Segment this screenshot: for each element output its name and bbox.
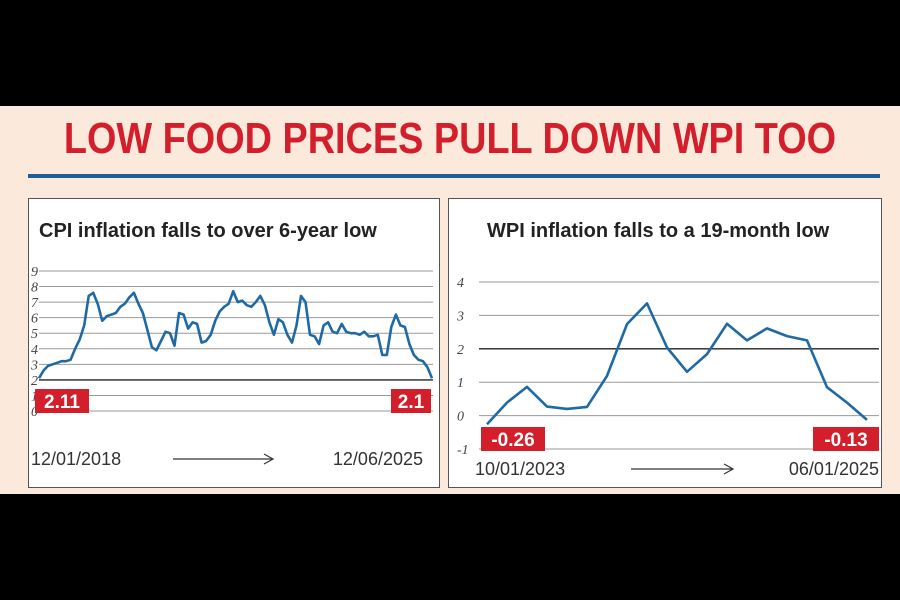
y-tick-label: 6 [31, 312, 38, 327]
arrow-head-icon [723, 463, 735, 475]
y-tick-label: 2 [31, 374, 38, 389]
arrow-head-icon [263, 453, 275, 465]
y-tick-label: 9 [31, 265, 38, 280]
x-end-date: 06/01/2025 [789, 459, 879, 479]
series-line [486, 302, 868, 426]
infographic-panel: LOW FOOD PRICES PULL DOWN WPI TOO CPI in… [0, 106, 900, 494]
headline: LOW FOOD PRICES PULL DOWN WPI TOO [63, 114, 837, 163]
start-value-label-box [35, 389, 89, 413]
headline-rule [28, 174, 880, 178]
y-tick-label: 0 [457, 410, 464, 425]
chart-title: CPI inflation falls to over 6-year low [39, 220, 377, 242]
wpi-chart-svg: WPI inflation falls to a 19-month low -1 0… [456, 220, 879, 479]
y-tick-label: 2 [457, 343, 464, 358]
y-tick-label: 8 [31, 281, 38, 296]
y-tick-label: 3 [30, 358, 38, 373]
x-end-date: 12/06/2025 [333, 449, 423, 469]
chart-title: WPI inflation falls to a 19-month low [487, 220, 830, 242]
end-value-label-box [813, 427, 879, 451]
end-value-label-box [391, 389, 431, 413]
cpi-chart: CPI inflation falls to over 6-year low 0 1… [28, 198, 440, 488]
y-tick-label: 1 [457, 376, 464, 391]
start-value-label: -0.26 [491, 430, 534, 451]
wpi-chart: WPI inflation falls to a 19-month low -1 0… [448, 198, 882, 488]
y-tick-label: 4 [31, 343, 38, 358]
cpi-chart-svg: CPI inflation falls to over 6-year low01… [30, 220, 434, 469]
y-tick-label: 4 [457, 276, 464, 291]
start-value-label: 2.11 [44, 392, 80, 413]
y-tick-label: 5 [31, 327, 38, 342]
y-tick-label: -1 [457, 443, 469, 458]
x-start-date: 10/01/2023 [475, 459, 565, 479]
end-value-label: -0.13 [824, 430, 867, 451]
start-value-label-box [481, 427, 545, 451]
y-tick-label: 1 [31, 389, 38, 404]
x-start-date: 12/01/2018 [31, 449, 121, 469]
y-tick-label: 3 [456, 309, 464, 324]
y-tick-label: 0 [31, 405, 38, 420]
end-value-label: 2.1 [398, 392, 425, 413]
y-tick-label: 7 [31, 296, 39, 311]
series-line [37, 289, 434, 379]
